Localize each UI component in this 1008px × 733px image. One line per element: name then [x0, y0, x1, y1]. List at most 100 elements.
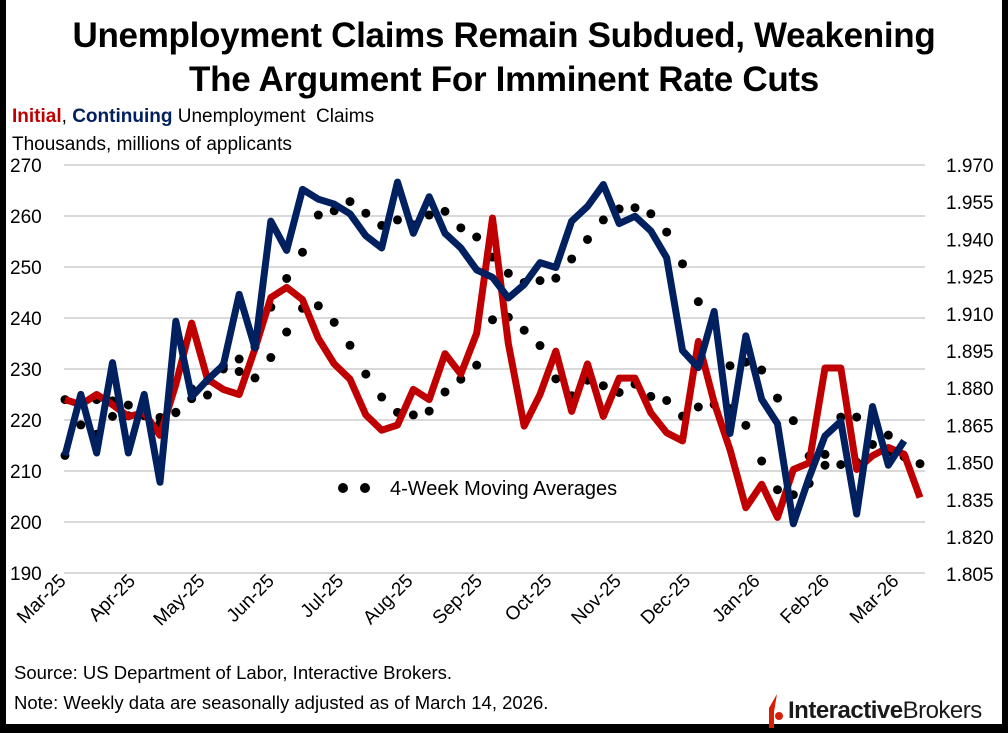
continuing-moving-average-dot: [503, 268, 513, 278]
continuing-moving-average-dot: [788, 416, 798, 426]
subtitle-initial: Initial: [12, 106, 62, 127]
y-right-tick-label: 1.850: [946, 454, 994, 475]
y-right-tick-label: 1.925: [946, 268, 994, 289]
initial-moving-average-dot: [693, 402, 703, 412]
initial-moving-average-dot: [883, 430, 893, 440]
y-right-tick-label: 1.880: [946, 379, 994, 400]
initial-moving-average-dot: [646, 391, 656, 401]
chart-subtitle: Initial, Continuing Unemployment Claims: [12, 106, 374, 128]
x-tick-label: Nov-25: [568, 571, 626, 629]
continuing-moving-average-dot: [820, 460, 830, 470]
legend-dot-icon: [338, 483, 348, 493]
continuing-moving-average-dot: [630, 203, 640, 213]
y-right-tick-label: 1.835: [946, 491, 994, 512]
initial-moving-average-dot: [662, 395, 672, 405]
continuing-moving-average-dot: [567, 254, 577, 264]
continuing-moving-average-dot: [298, 247, 307, 257]
initial-claims-line: [63, 214, 924, 521]
continuing-moving-average-dot: [678, 259, 687, 269]
x-tick-label: Mar-26: [846, 571, 903, 628]
y-right-tick-label: 1.865: [946, 416, 994, 437]
continuing-moving-average-dot: [393, 215, 402, 225]
y-left-tick-label: 260: [10, 207, 42, 228]
subtitle-sep: ,: [61, 106, 73, 127]
continuing-claims-line: [61, 178, 908, 528]
units-label: Thousands, millions of applicants: [12, 134, 292, 155]
continuing-moving-average-dot: [757, 365, 767, 375]
x-tick-label: Sep-25: [429, 571, 487, 629]
continuing-moving-average-dot: [551, 273, 561, 283]
x-tick-label: Apr-25: [85, 571, 140, 626]
continuing-moving-average-dot: [171, 408, 181, 418]
initial-moving-average-dot: [456, 374, 466, 384]
initial-moving-average-dot: [329, 317, 339, 327]
y-left-tick-label: 250: [10, 258, 42, 279]
subtitle-continuing: Continuing: [72, 106, 173, 127]
source-note: Source: US Department of Labor, Interact…: [14, 662, 453, 683]
x-tick-label: Dec-25: [637, 571, 695, 629]
continuing-moving-average-dot: [535, 276, 545, 286]
logo-text-interactive: Interactive: [788, 697, 903, 724]
initial-moving-average-dot: [234, 367, 244, 377]
y-right-tick-label: 1.970: [946, 156, 994, 177]
initial-moving-average-dot: [123, 400, 133, 410]
y-right-tick-label: 1.805: [946, 565, 994, 586]
initial-moving-average-dot: [757, 456, 767, 466]
continuing-moving-average-dot: [203, 390, 212, 400]
initial-moving-average-dot: [345, 340, 355, 350]
legend-dot-icon: [360, 483, 370, 493]
initial-moving-average-dot: [313, 301, 323, 311]
initial-moving-average-dot: [488, 315, 497, 325]
initial-moving-average-dot: [598, 381, 608, 391]
title-line-1: Unemployment Claims Remain Subdued, Weak…: [72, 16, 936, 55]
y-right-tick-label: 1.895: [946, 342, 994, 363]
initial-moving-average-dot: [440, 387, 450, 397]
continuing-moving-average-dot: [773, 393, 782, 403]
initial-moving-average-dot: [282, 327, 292, 337]
initial-moving-average-dot: [250, 373, 260, 383]
continuing-moving-average-dot: [456, 223, 466, 233]
subtitle-rest: Unemployment Claims: [172, 106, 375, 127]
continuing-moving-average-dot: [662, 227, 672, 237]
continuing-moving-average-dot: [725, 361, 735, 371]
x-tick-label: Jun-25: [223, 571, 279, 627]
x-tick-label: Feb-26: [777, 571, 834, 628]
initial-moving-average-dot: [377, 392, 387, 402]
x-tick-label: Jul-25: [297, 571, 348, 622]
continuing-moving-average-dot: [282, 273, 292, 283]
initial-moving-average-dot: [915, 459, 925, 469]
y-left-tick-label: 190: [10, 564, 42, 585]
x-tick-label: Jan-26: [709, 571, 765, 627]
continuing-moving-average-dot: [313, 210, 323, 220]
logo-flame-icon: [769, 694, 783, 728]
continuing-moving-average-dot: [440, 206, 450, 216]
y-left-tick-label: 230: [10, 360, 42, 381]
initial-moving-average-dot: [472, 360, 482, 370]
initial-moving-average-dot: [424, 406, 434, 416]
initial-moving-average-dot: [773, 485, 782, 495]
initial-moving-average-dot: [361, 369, 371, 379]
title-line-2: The Argument For Imminent Rate Cuts: [189, 60, 819, 99]
continuing-moving-average-dot: [693, 297, 703, 307]
continuing-moving-average-dot: [836, 460, 846, 470]
data-note: Note: Weekly data are seasonally adjuste…: [14, 692, 549, 713]
continuing-moving-average-dot: [108, 411, 117, 421]
x-tick-label: Aug-25: [359, 571, 417, 629]
initial-moving-average-dot: [266, 353, 276, 363]
initial-moving-average-dot: [820, 449, 830, 459]
initial-moving-average-dot: [551, 374, 561, 384]
x-tick-label: Oct-25: [501, 571, 556, 626]
continuing-moving-average-dot: [424, 210, 434, 220]
y-left-tick-label: 210: [10, 462, 42, 483]
continuing-moving-average-dot: [646, 209, 656, 219]
initial-moving-average-dot: [852, 412, 862, 422]
initial-moving-average-dot: [519, 325, 529, 335]
continuing-moving-average-dot: [598, 215, 608, 225]
logo-text-brokers: Brokers: [902, 697, 983, 724]
x-tick-label: May-25: [150, 571, 210, 631]
interactive-brokers-logo: Interactive Brokers: [765, 694, 983, 728]
initial-moving-average-dot: [408, 410, 418, 420]
initial-moving-average-dot: [535, 341, 545, 351]
continuing-moving-average-dot: [76, 420, 86, 430]
